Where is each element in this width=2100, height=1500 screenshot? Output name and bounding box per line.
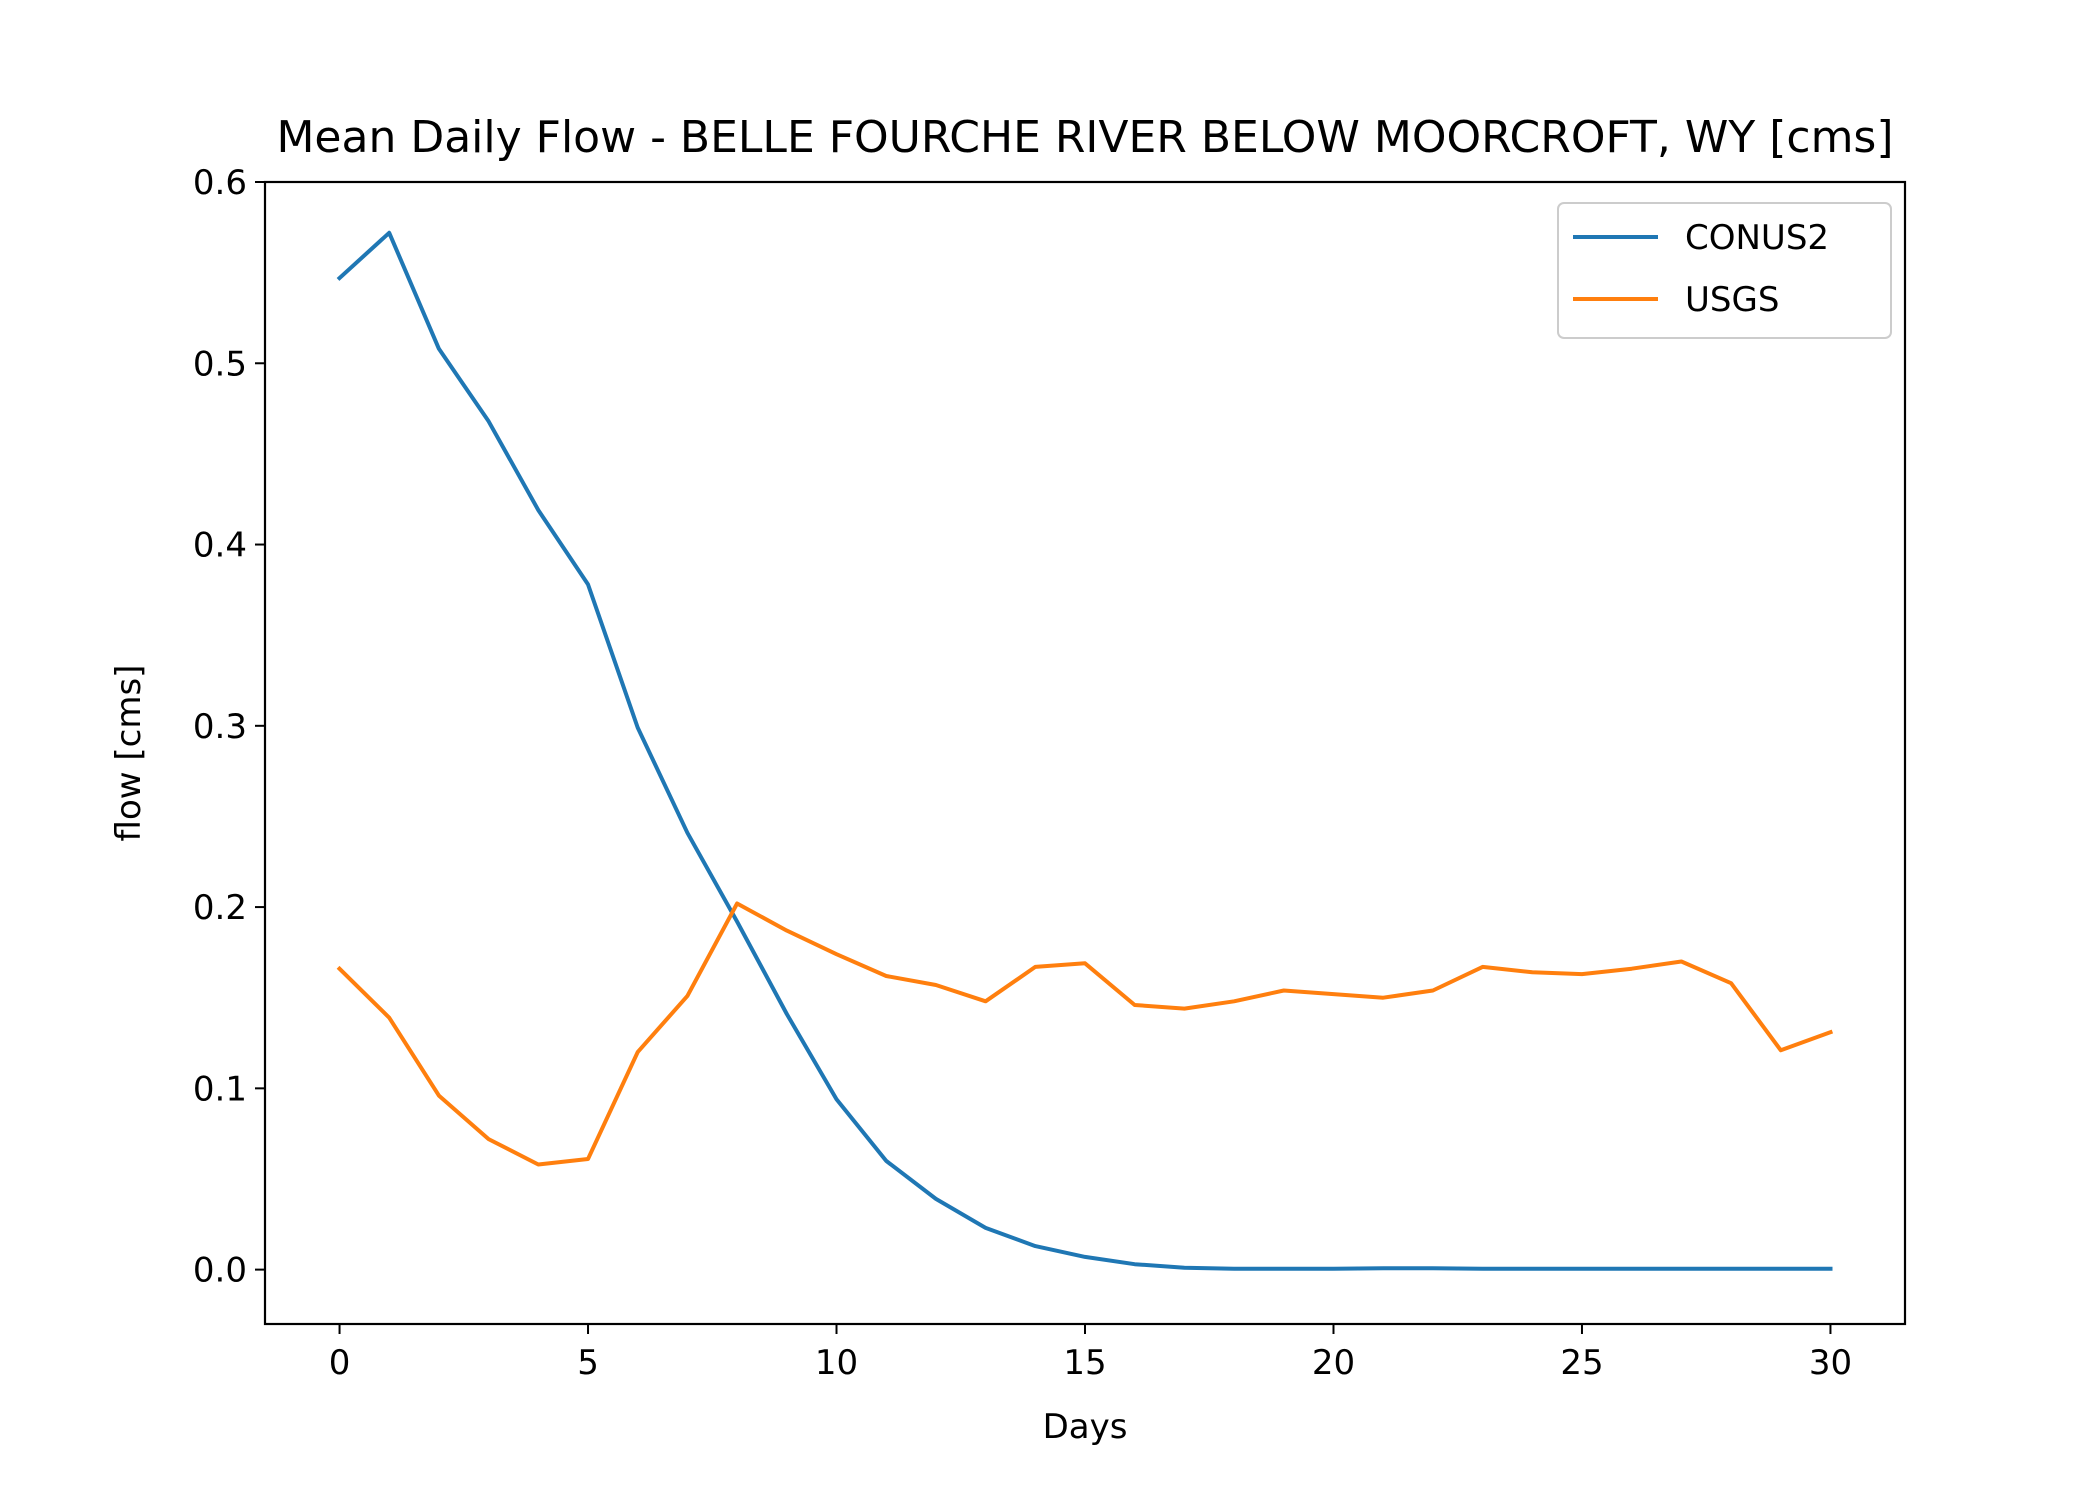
chart-title: Mean Daily Flow - BELLE FOURCHE RIVER BE…	[276, 112, 1893, 163]
y-tick-label: 0.6	[193, 163, 247, 203]
legend: CONUS2 USGS	[1558, 203, 1891, 338]
y-axis: 0.0 0.1 0.2 0.3 0.4 0.5 0.6	[193, 163, 265, 1291]
legend-label-conus2: CONUS2	[1685, 218, 1829, 258]
y-tick-label: 0.3	[193, 707, 247, 747]
plot-area	[340, 233, 1831, 1269]
y-axis-label: flow [cms]	[109, 665, 149, 842]
y-tick-label: 0.0	[193, 1251, 247, 1291]
x-tick-label: 15	[1063, 1343, 1106, 1383]
x-tick-label: 30	[1809, 1343, 1852, 1383]
y-tick-label: 0.2	[193, 888, 247, 928]
legend-label-usgs: USGS	[1685, 280, 1779, 320]
y-tick-label: 0.4	[193, 526, 247, 566]
y-tick-label: 0.5	[193, 344, 247, 384]
x-tick-label: 25	[1560, 1343, 1603, 1383]
x-tick-label: 10	[815, 1343, 858, 1383]
x-axis-label: Days	[1043, 1407, 1128, 1447]
x-axis: 0 5 10 15 20 25 30	[329, 1324, 1852, 1383]
series-line-usgs	[340, 904, 1831, 1165]
x-tick-label: 0	[329, 1343, 351, 1383]
y-tick-label: 0.1	[193, 1069, 247, 1109]
x-tick-label: 5	[577, 1343, 599, 1383]
x-tick-label: 20	[1312, 1343, 1355, 1383]
series-line-conus2	[340, 233, 1831, 1269]
